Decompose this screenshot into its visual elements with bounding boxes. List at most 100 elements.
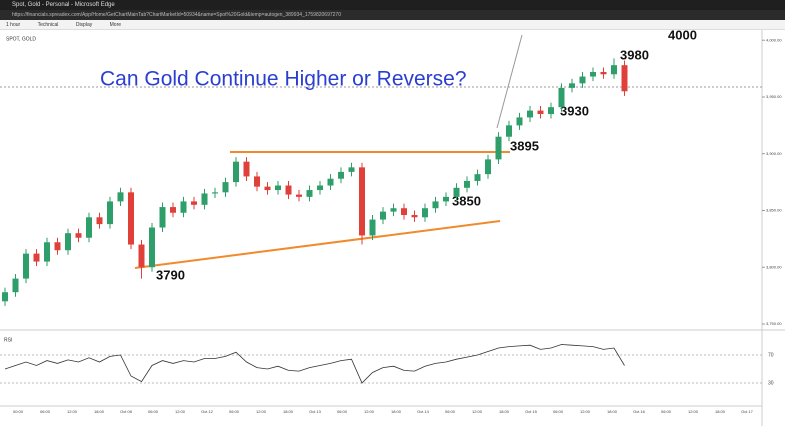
candle-body bbox=[170, 207, 176, 213]
x-tick-label: 06:00 bbox=[661, 409, 672, 414]
x-tick-label: Oct 13 bbox=[309, 409, 322, 414]
candle-body bbox=[191, 201, 197, 205]
candle-body bbox=[600, 72, 607, 75]
candle-body bbox=[474, 174, 481, 181]
candle-body bbox=[96, 217, 103, 225]
toolbar-button[interactable]: Technical bbox=[37, 22, 59, 28]
x-tick-label: 18:00 bbox=[607, 409, 618, 414]
candle-body bbox=[233, 161, 239, 183]
candle-body bbox=[317, 185, 323, 191]
candle-body bbox=[243, 161, 250, 177]
y-tick-label: 3,950.00 bbox=[766, 94, 782, 99]
indicator-tick-label: 30 bbox=[768, 380, 774, 386]
candle-body bbox=[390, 208, 397, 212]
annotation: 4000 bbox=[668, 30, 697, 42]
x-tick-label: Oct 17 bbox=[741, 409, 754, 414]
candle-body bbox=[54, 242, 61, 251]
candle-body bbox=[579, 76, 586, 84]
y-tick-label: 3,800.00 bbox=[766, 264, 782, 269]
annotation: 3930 bbox=[560, 103, 589, 118]
candle-body bbox=[296, 194, 302, 197]
candle-body bbox=[180, 201, 187, 213]
annotation: 3895 bbox=[510, 138, 539, 153]
candle-body bbox=[107, 201, 113, 225]
candle-body bbox=[527, 110, 533, 118]
candle-body bbox=[401, 208, 407, 216]
candle-body bbox=[590, 72, 596, 77]
indicator-name: RSI bbox=[4, 337, 12, 343]
x-tick-label: Oct 08 bbox=[120, 409, 133, 414]
candle-body bbox=[516, 117, 523, 126]
toolbar-button[interactable]: More bbox=[109, 22, 122, 28]
candle-body bbox=[348, 167, 355, 172]
x-tick-label: 18:00 bbox=[499, 409, 510, 414]
candle-body bbox=[149, 227, 155, 268]
candle-body bbox=[432, 201, 439, 209]
candle-body bbox=[65, 233, 71, 251]
projection-line bbox=[496, 34, 523, 129]
x-tick-label: 06:00 bbox=[553, 409, 564, 414]
candle-body bbox=[380, 211, 386, 220]
candle-body bbox=[159, 207, 166, 228]
candle-body bbox=[569, 83, 575, 88]
window-title: Spot, Gold - Personal - Microsoft Edge bbox=[0, 0, 785, 10]
candle-body bbox=[264, 186, 271, 191]
candle-body bbox=[138, 244, 145, 268]
indicator-tick-label: 70 bbox=[768, 352, 774, 358]
candle-body bbox=[338, 171, 344, 179]
support-line bbox=[134, 220, 501, 269]
y-tick-label: 4,000.00 bbox=[766, 37, 782, 42]
candle-body bbox=[485, 159, 491, 175]
x-tick-label: Oct 12 bbox=[201, 409, 214, 414]
address-bar[interactable]: https://financials.spreadex.com/App/Home… bbox=[0, 10, 785, 20]
candle-body bbox=[33, 253, 40, 262]
annotation: 3850 bbox=[452, 193, 481, 208]
candle-body bbox=[285, 185, 292, 195]
x-tick-label: 18:00 bbox=[391, 409, 402, 414]
x-tick-label: 18:00 bbox=[94, 409, 105, 414]
toolbar: 1 hour Technical Display More bbox=[0, 20, 785, 30]
candle-body bbox=[128, 192, 134, 245]
candle-body bbox=[369, 219, 376, 236]
x-tick-label: 12:00 bbox=[580, 409, 591, 414]
candle-body bbox=[306, 190, 313, 197]
toolbar-button[interactable]: Display bbox=[75, 22, 93, 28]
chart-title: Can Gold Continue Higher or Reverse? bbox=[100, 68, 467, 91]
x-tick-label: 06:00 bbox=[337, 409, 348, 414]
candle-body bbox=[12, 278, 19, 293]
x-tick-label: 12:00 bbox=[67, 409, 78, 414]
indicator-line bbox=[4, 344, 625, 384]
x-tick-label: Oct 16 bbox=[633, 409, 646, 414]
candle-body bbox=[275, 185, 281, 191]
candle-body bbox=[506, 125, 512, 137]
chart: SPOT, GOLD Can Gold Continue Higher or R… bbox=[0, 30, 785, 426]
candle-body bbox=[86, 217, 92, 238]
candle-body bbox=[2, 292, 8, 302]
candle-body bbox=[611, 65, 617, 75]
x-tick-label: 06:00 bbox=[445, 409, 456, 414]
x-tick-label: 12:00 bbox=[364, 409, 375, 414]
candle-body bbox=[222, 182, 229, 193]
candle-body bbox=[23, 253, 29, 279]
x-tick-label: 06:00 bbox=[40, 409, 51, 414]
x-tick-label: 06:00 bbox=[148, 409, 159, 414]
candle-body bbox=[464, 180, 470, 188]
y-tick-label: 3,850.00 bbox=[766, 208, 782, 213]
x-tick-label: 00:00 bbox=[13, 409, 24, 414]
toolbar-button[interactable]: 1 hour bbox=[6, 22, 21, 28]
x-tick-label: 12:00 bbox=[175, 409, 186, 414]
candle-body bbox=[495, 136, 502, 160]
candle-body bbox=[411, 215, 418, 218]
x-tick-label: 18:00 bbox=[715, 409, 726, 414]
candle-body bbox=[254, 176, 260, 187]
x-tick-label: Oct 14 bbox=[417, 409, 430, 414]
x-tick-label: 18:00 bbox=[283, 409, 294, 414]
candle-body bbox=[443, 196, 449, 202]
x-tick-label: 12:00 bbox=[688, 409, 699, 414]
annotation: 3980 bbox=[620, 47, 649, 62]
candle-body bbox=[75, 233, 82, 238]
symbol: SPOT, GOLD bbox=[6, 36, 36, 42]
candle-body bbox=[359, 167, 365, 236]
x-tick-label: 12:00 bbox=[472, 409, 483, 414]
